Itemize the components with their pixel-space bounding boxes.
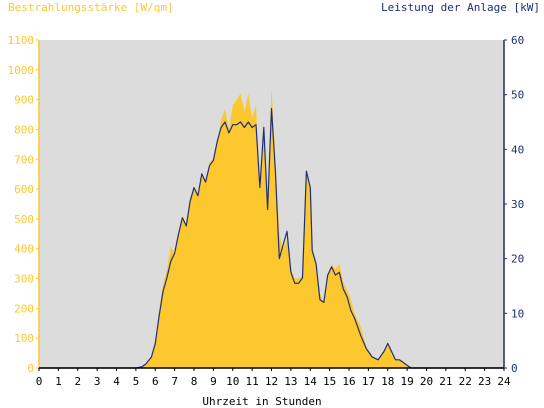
right-axis-title: Leistung der Anlage [kW] <box>381 1 540 14</box>
x-tick-label: 3 <box>94 375 101 388</box>
left-tick-label: 300 <box>14 273 34 286</box>
x-tick-label: 18 <box>381 375 394 388</box>
left-tick-label: 100 <box>14 332 34 345</box>
x-tick-label: 10 <box>226 375 239 388</box>
power-series <box>39 107 504 369</box>
left-tick-label: 900 <box>14 94 34 107</box>
x-tick-label: 12 <box>265 375 278 388</box>
x-tick-label: 23 <box>478 375 491 388</box>
tick-labels: 0100200300400500600700800900100011000102… <box>8 34 525 388</box>
x-tick-label: 24 <box>497 375 511 388</box>
x-tick-label: 9 <box>210 375 217 388</box>
x-tick-label: 7 <box>171 375 178 388</box>
x-tick-label: 13 <box>284 375 297 388</box>
right-tick-label: 30 <box>511 198 524 211</box>
x-tick-label: 16 <box>342 375 355 388</box>
right-tick-label: 20 <box>511 253 524 266</box>
left-tick-label: 200 <box>14 302 34 315</box>
power-line <box>39 107 504 369</box>
x-tick-label: 20 <box>420 375 433 388</box>
x-tick-label: 15 <box>323 375 336 388</box>
x-tick-label: 0 <box>36 375 43 388</box>
left-tick-label: 0 <box>27 362 34 375</box>
irradiance-area <box>39 87 504 368</box>
x-tick-label: 21 <box>439 375 452 388</box>
left-tick-label: 600 <box>14 183 34 196</box>
x-tick-label: 17 <box>362 375 375 388</box>
left-axis-title: Bestrahlungsstärke [W/qm] <box>8 1 174 14</box>
right-tick-label: 50 <box>511 89 524 102</box>
left-tick-label: 1000 <box>8 64 35 77</box>
right-tick-label: 10 <box>511 307 524 320</box>
x-tick-label: 14 <box>304 375 318 388</box>
left-tick-label: 700 <box>14 153 34 166</box>
x-tick-label: 2 <box>74 375 81 388</box>
x-tick-label: 19 <box>401 375 414 388</box>
x-tick-label: 8 <box>191 375 198 388</box>
left-tick-label: 500 <box>14 213 34 226</box>
right-tick-label: 40 <box>511 143 524 156</box>
x-tick-label: 4 <box>113 375 120 388</box>
right-tick-label: 0 <box>511 362 518 375</box>
irradiance-series <box>39 87 504 368</box>
x-tick-label: 6 <box>152 375 159 388</box>
left-tick-label: 1100 <box>8 34 35 47</box>
left-tick-label: 800 <box>14 123 34 136</box>
left-tick-label: 400 <box>14 243 34 256</box>
x-tick-label: 5 <box>133 375 140 388</box>
x-tick-label: 1 <box>55 375 62 388</box>
right-tick-label: 60 <box>511 34 524 47</box>
x-axis-title: Uhrzeit in Stunden <box>202 395 321 408</box>
x-tick-label: 11 <box>246 375 259 388</box>
x-tick-label: 22 <box>459 375 472 388</box>
axes <box>36 39 507 371</box>
